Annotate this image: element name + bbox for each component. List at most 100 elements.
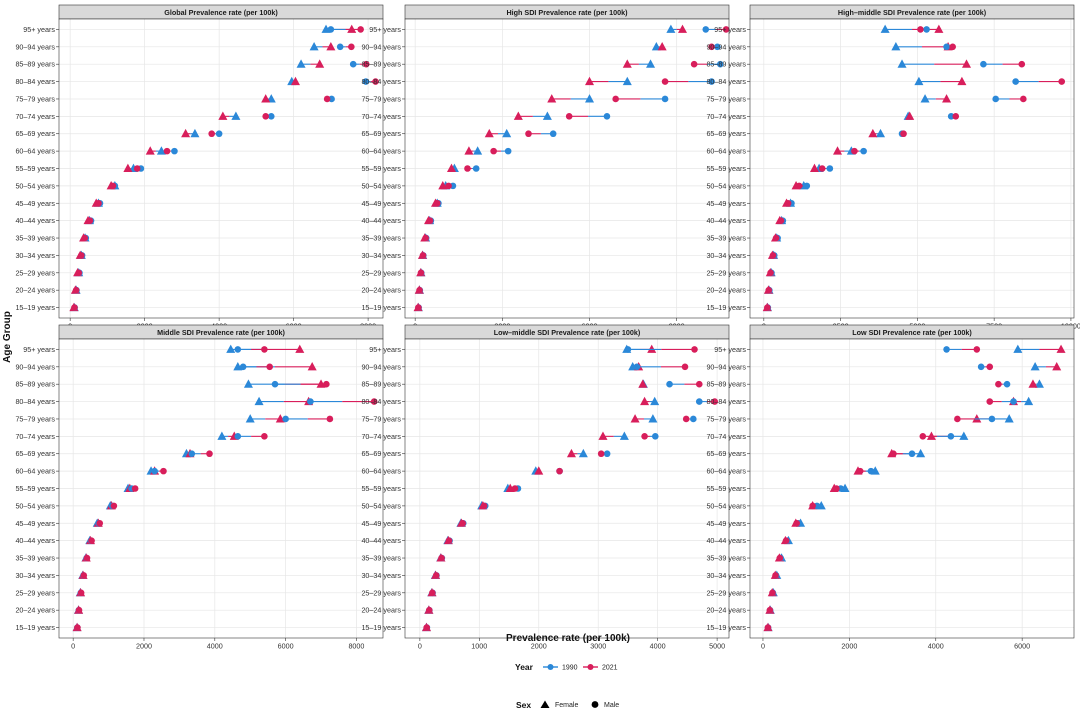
y-tick-label: 95+ years bbox=[23, 345, 55, 354]
point-female-1990 bbox=[1030, 361, 1040, 371]
y-tick-label: 55–59 years bbox=[15, 164, 55, 173]
y-tick-label: 75–79 years bbox=[706, 414, 746, 423]
point-male-1990 bbox=[362, 78, 370, 85]
y-tick-label: 75–79 years bbox=[361, 414, 401, 423]
point-male-2021 bbox=[96, 519, 104, 527]
point-female-2021 bbox=[926, 431, 936, 440]
panel-border bbox=[749, 18, 1075, 319]
point-male-1990 bbox=[977, 363, 985, 371]
point-male-2021 bbox=[445, 537, 453, 544]
point-male-1990 bbox=[1003, 380, 1011, 388]
point-male-1990 bbox=[947, 113, 955, 120]
x-tick-label: 1000 bbox=[471, 642, 487, 651]
y-tick-label: 95+ years bbox=[369, 25, 401, 34]
y-axis-title: Age Group bbox=[2, 311, 13, 363]
y-tick-label: 80–84 years bbox=[15, 397, 55, 406]
y-tick-label: 70–74 years bbox=[706, 112, 746, 121]
point-female-2021 bbox=[957, 76, 967, 86]
point-female-1990 bbox=[648, 414, 658, 423]
point-male-1990 bbox=[826, 165, 834, 172]
y-tick-label: 35–39 years bbox=[361, 234, 401, 243]
point-male-2021 bbox=[809, 502, 816, 510]
y-tick-label: 85–89 years bbox=[361, 60, 401, 69]
point-female-1990 bbox=[891, 41, 901, 51]
point-male-2021 bbox=[417, 269, 425, 277]
point-male-1990 bbox=[860, 147, 867, 155]
point-female-2021 bbox=[547, 94, 557, 103]
point-female-2021 bbox=[295, 344, 305, 353]
point-female-2021 bbox=[123, 163, 133, 173]
point-female-2021 bbox=[315, 59, 325, 68]
point-male-2021 bbox=[78, 252, 85, 259]
point-male-2021 bbox=[133, 165, 141, 172]
point-male-1990 bbox=[947, 433, 955, 440]
point-male-2021 bbox=[160, 467, 167, 475]
panel-title: Middle SDI Prevalence rate (per 100k) bbox=[157, 328, 285, 337]
point-female-2021 bbox=[464, 146, 474, 155]
point-female-2021 bbox=[809, 163, 820, 173]
point-male-2021 bbox=[206, 450, 213, 458]
point-female-1990 bbox=[585, 94, 595, 103]
point-male-2021 bbox=[445, 182, 452, 190]
y-tick-label: 60–64 years bbox=[15, 147, 55, 156]
panel-2: High SDI Prevalence rate (per 100k)03000… bbox=[361, 4, 730, 331]
y-tick-label: 75–79 years bbox=[15, 94, 55, 103]
y-tick-label: 65–69 years bbox=[15, 129, 55, 138]
point-male-2021 bbox=[782, 537, 790, 544]
y-tick-label: 25–29 years bbox=[361, 588, 401, 597]
point-male-2021 bbox=[95, 199, 102, 207]
y-tick-label: 20–24 years bbox=[706, 606, 746, 615]
y-tick-label: 20–24 years bbox=[361, 606, 401, 615]
y-tick-label: 35–39 years bbox=[15, 554, 55, 563]
point-male-2021 bbox=[919, 433, 927, 440]
point-male-1990 bbox=[908, 450, 916, 458]
point-male-2021 bbox=[769, 252, 777, 259]
y-tick-label: 70–74 years bbox=[15, 112, 55, 121]
legend-1990-label: 1990 bbox=[562, 665, 578, 672]
point-male-1990 bbox=[943, 346, 950, 353]
point-female-1990 bbox=[473, 146, 483, 155]
point-male-2021 bbox=[851, 147, 858, 155]
point-male-1990 bbox=[714, 43, 721, 51]
point-female-2021 bbox=[438, 181, 448, 190]
point-male-1990 bbox=[307, 398, 314, 405]
point-male-2021 bbox=[777, 217, 785, 224]
point-male-2021 bbox=[372, 78, 379, 85]
x-tick-label: 5000 bbox=[709, 642, 725, 651]
point-male-1990 bbox=[151, 467, 158, 475]
point-female-2021 bbox=[1056, 344, 1066, 353]
y-tick-label: 20–24 years bbox=[361, 286, 401, 295]
x-tick-label: 3000 bbox=[590, 642, 606, 651]
x-tick-label: 4000 bbox=[650, 642, 666, 651]
x-tick-label: 0 bbox=[761, 642, 765, 651]
point-female-1990 bbox=[217, 431, 227, 440]
point-male-1990 bbox=[690, 415, 697, 423]
point-male-1990 bbox=[988, 415, 996, 423]
point-male-1990 bbox=[171, 147, 178, 155]
point-male-2021 bbox=[362, 60, 370, 68]
point-male-1990 bbox=[603, 113, 611, 120]
y-tick-label: 40–44 years bbox=[706, 536, 746, 545]
point-male-2021 bbox=[208, 130, 215, 138]
y-tick-label: 15–19 years bbox=[706, 303, 746, 312]
point-male-2021 bbox=[419, 252, 427, 259]
y-tick-label: 20–24 years bbox=[15, 286, 55, 295]
panel-4: Middle SDI Prevalence rate (per 100k) 0 20… bbox=[15, 324, 384, 651]
y-tick-label: 45–49 years bbox=[706, 199, 746, 208]
panel-border bbox=[58, 18, 384, 319]
x-tick-label: 6000 bbox=[1014, 642, 1030, 651]
legend-2021-label: 2021 bbox=[602, 665, 618, 672]
point-female-2021 bbox=[630, 414, 640, 423]
point-female-2021 bbox=[833, 146, 843, 155]
point-male-2021 bbox=[900, 130, 907, 138]
point-female-2021 bbox=[1052, 361, 1062, 371]
legend-1990-marker bbox=[547, 664, 554, 670]
point-male-2021 bbox=[769, 589, 776, 597]
y-tick-label: 85–89 years bbox=[706, 60, 746, 69]
point-male-2021 bbox=[423, 624, 430, 631]
y-tick-label: 45–49 years bbox=[15, 199, 55, 208]
point-male-1990 bbox=[1012, 78, 1019, 85]
point-female-1990 bbox=[880, 24, 890, 33]
point-male-2021 bbox=[81, 234, 88, 242]
